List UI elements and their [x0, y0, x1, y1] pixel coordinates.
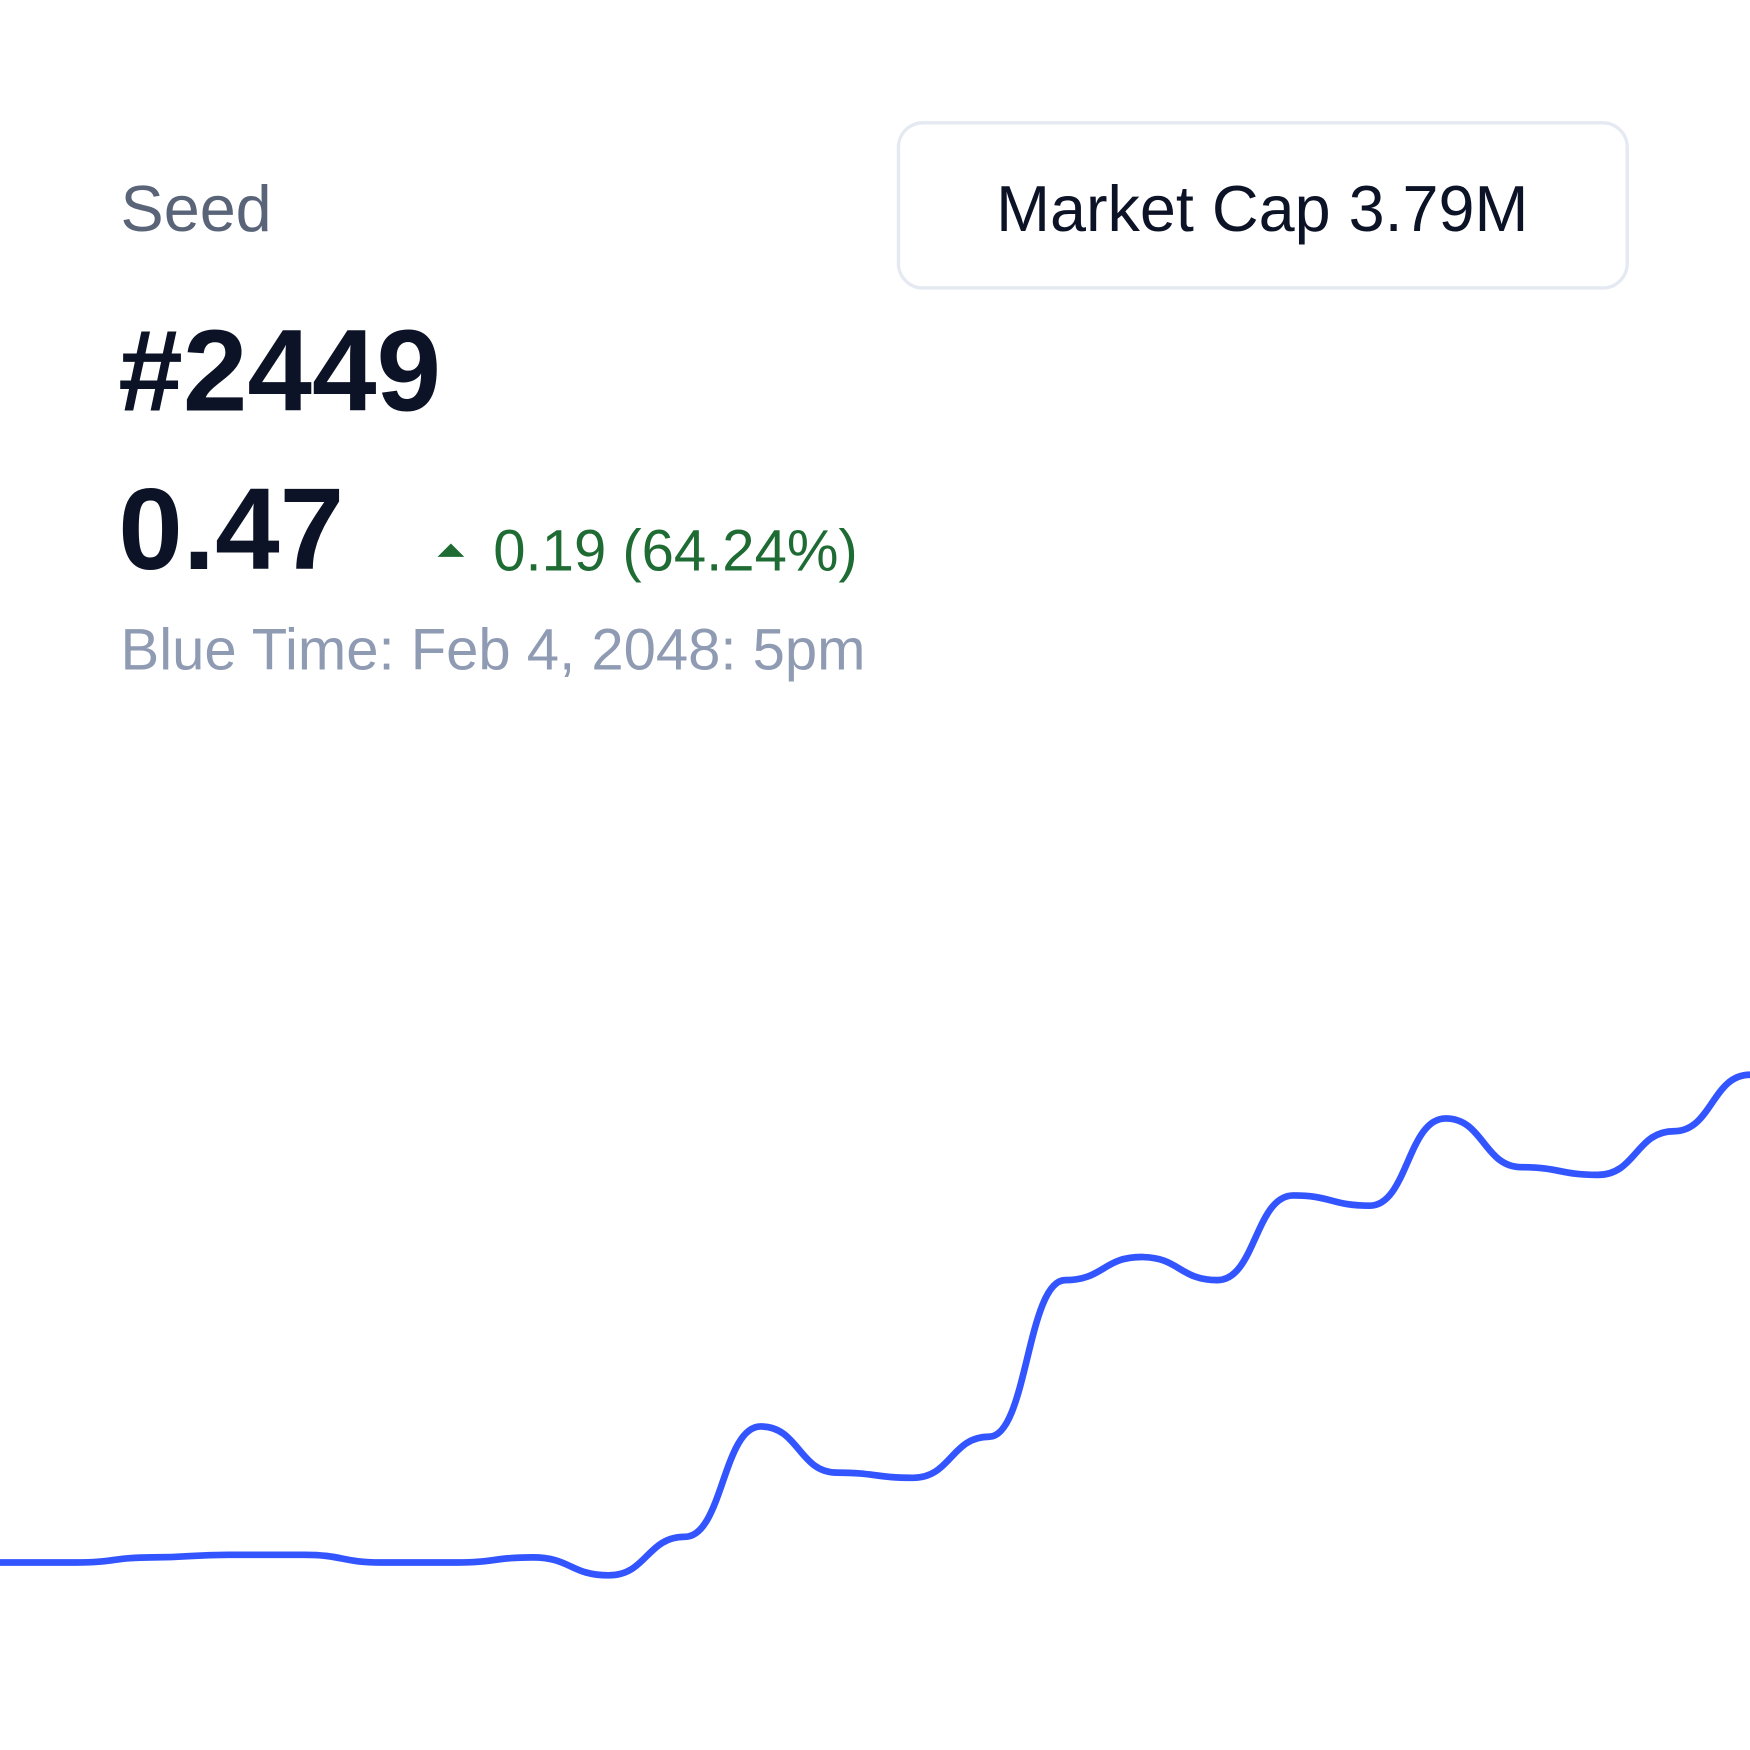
- market-cap: Market Cap 3.79M: [996, 172, 1528, 245]
- asset-label: Seed: [121, 172, 272, 245]
- price-line: [0, 1071, 1750, 1579]
- market-cap-label: Market Cap: [996, 172, 1331, 245]
- timestamp: Blue Time: Feb 4, 2048: 5pm: [121, 618, 866, 683]
- up-arrow: [437, 543, 465, 557]
- asset-id: #2449: [118, 306, 441, 436]
- price-change: 0.19 (64.24%): [493, 518, 857, 583]
- market-cap-box[interactable]: [896, 121, 1629, 290]
- market-cap-value: 3.79M: [1349, 172, 1529, 245]
- price: 0.47: [118, 464, 344, 594]
